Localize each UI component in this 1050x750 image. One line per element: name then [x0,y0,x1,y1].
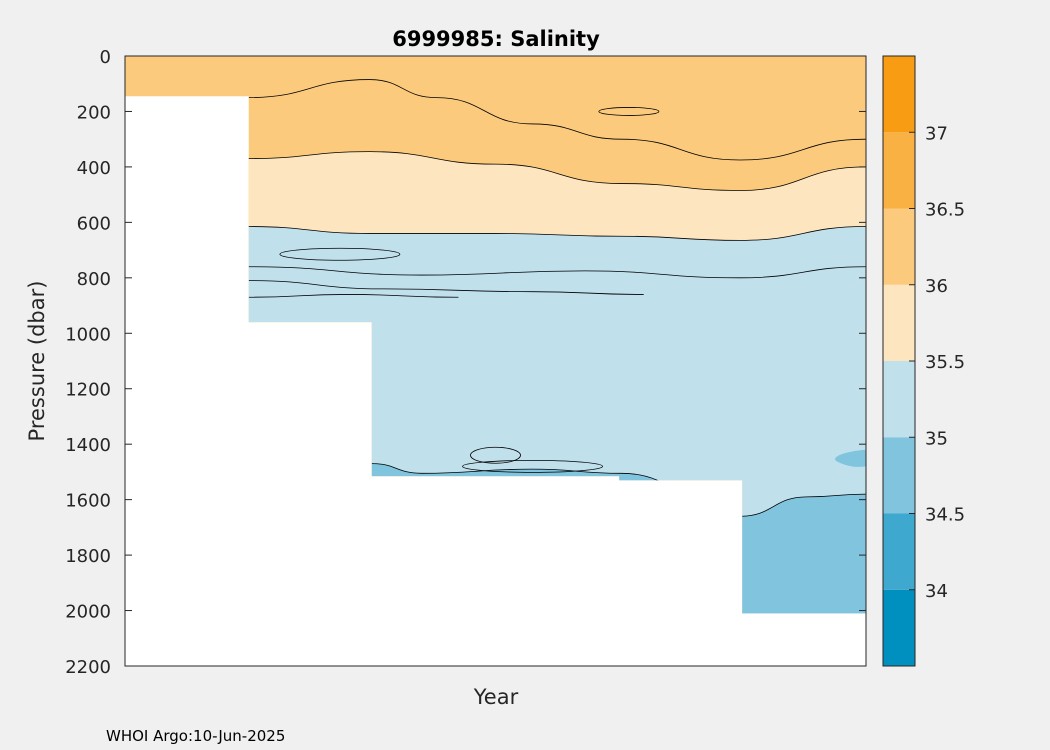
y-tick-label: 1400 [65,435,111,456]
colorbar: 34 34.5 35 35.5 36 36.5 37 [882,55,965,667]
contour-island-4 [598,107,660,116]
y-tick-label: 200 [77,102,111,123]
y-tick-label: 2000 [65,602,111,623]
y-tick-label: 1800 [65,546,111,567]
contour-line-deep [371,463,866,517]
colorbar-bin [883,589,915,666]
colorbar-bin [883,132,915,209]
contour-line-mid-1 [248,280,644,295]
footer-stamp: WHOI Argo:10-Jun-2025 [106,727,285,745]
contour-island-1 [470,446,521,464]
contour-island-0 [279,247,401,261]
contour-line-mid-0 [248,266,866,279]
y-axis-label: Pressure (dbar) [25,281,49,442]
colorbar-tick-label: 34 [925,581,948,602]
contour-line-1 [125,226,866,241]
colorbar-tick-label: 35.5 [925,352,965,373]
colorbar-bin [883,513,915,590]
patch-34.5-35 [835,449,866,467]
colorbar-bin [883,284,915,361]
y-tick-label: 2200 [65,657,111,678]
colorbar-bin [883,437,915,514]
y-tick-label: 600 [77,213,111,234]
colorbar-tick-label: 36.5 [925,200,965,221]
contour-line-mid-2 [248,294,459,298]
colorbar-bin [883,208,915,285]
contour-line-upper [248,79,866,161]
y-axis: 0 200 400 600 800 1000 1200 1400 1600 1800 2000 220… [65,47,866,678]
y-tick-label: 1000 [65,324,111,345]
y-tick-label: 800 [77,269,111,290]
y-tick-label: 1600 [65,491,111,512]
y-tick-label: 1200 [65,380,111,401]
colorbar-tick-label: 36 [925,276,948,297]
y-tick-label: 0 [100,47,111,68]
x-axis-label: Year [473,685,519,709]
contour-island-2 [462,459,603,473]
y-tick-label: 400 [77,158,111,179]
plot-frame [124,55,867,667]
colorbar-bin [883,56,915,133]
colorbar-tick-label: 37 [925,123,948,144]
colorbar-tick-label: 35 [925,428,948,449]
contour-line-0 [125,151,866,191]
colorbar-bin [883,361,915,438]
colorbar-tick-label: 34.5 [925,505,965,526]
chart-title: 6999985: Salinity [392,27,600,51]
plot-area [124,55,867,667]
